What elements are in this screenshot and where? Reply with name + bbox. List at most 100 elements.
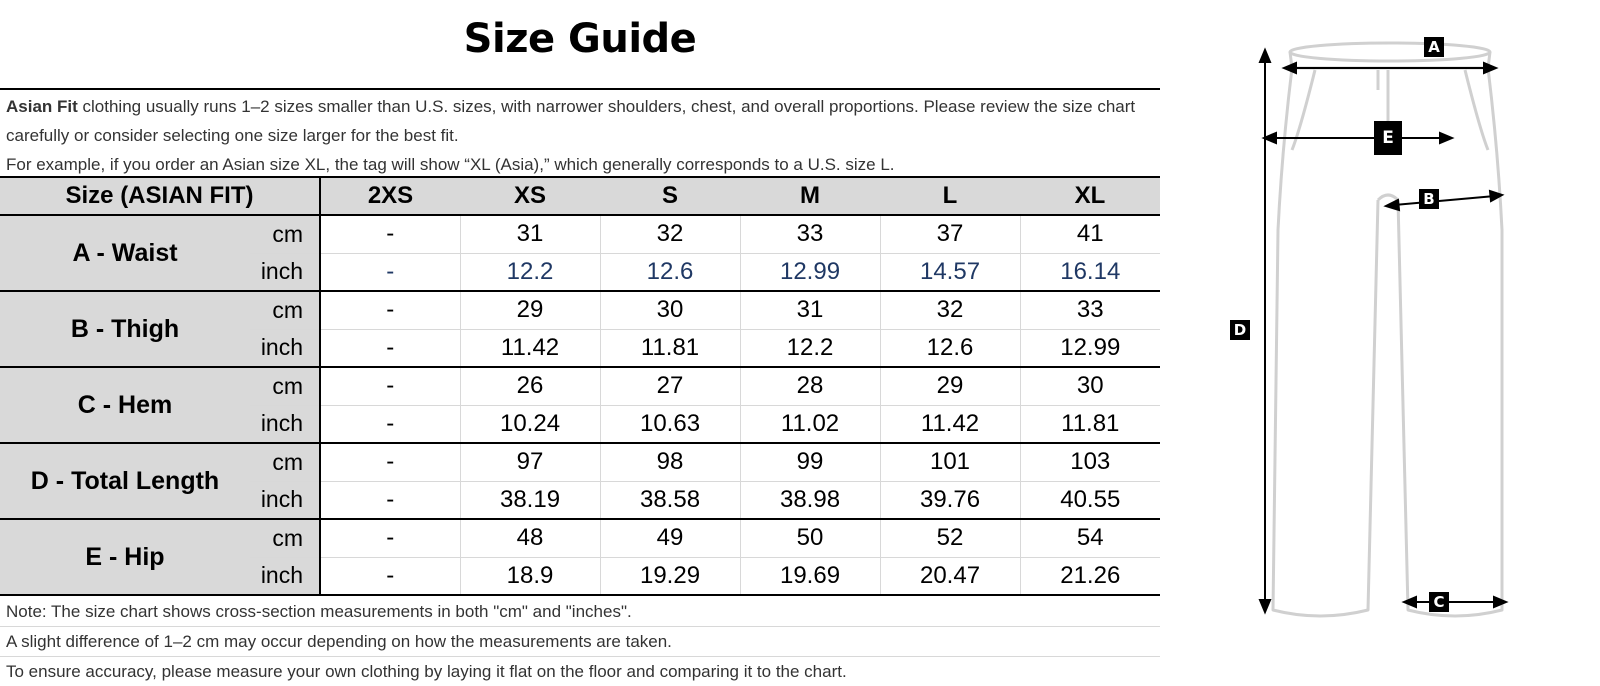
table-cell: 29 [459,291,601,330]
unit-label: inch [250,481,321,520]
table-cell: 97 [459,443,601,482]
table-cell: 32 [599,215,741,254]
size-header-row: Size (ASIAN FIT) 2XS XS S M L XL [0,176,1161,216]
table-cell: 30 [599,291,741,330]
table-cell: 48 [459,519,601,558]
table-cell: - [319,557,461,596]
table-cell: - [319,329,461,368]
unit-label: cm [250,215,321,254]
table-row: inch -12.2 12.6 12.99 14.57 16.14 [0,253,1161,292]
measure-label: E - Hip [0,519,250,596]
table-cell: 10.63 [599,405,741,444]
unit-label: inch [250,329,321,368]
table-cell: 14.57 [879,253,1021,292]
table-cell: 33 [1019,291,1161,330]
unit-label: cm [250,443,321,482]
table-cell: 30 [1019,367,1161,406]
measure-label: B - Thigh [0,291,250,368]
unit-label: cm [250,519,321,558]
table-cell: 12.6 [879,329,1021,368]
table-row: inch -18.9 19.29 19.69 20.47 21.26 [0,557,1161,596]
table-cell: 11.81 [599,329,741,368]
table-row: inch -10.24 10.63 11.02 11.42 11.81 [0,405,1161,444]
table-row: D - Total Length cm -97 98 99 101 103 [0,443,1161,520]
table-cell: 32 [879,291,1021,330]
note-line: A slight difference of 1–2 cm may occur … [0,627,1160,657]
table-cell: 31 [459,215,601,254]
size-col-xl: XL [1020,176,1161,216]
unit-label: cm [250,367,321,406]
measure-label: C - Hem [0,367,250,444]
table-row: inch -38.19 38.58 38.98 39.76 40.55 [0,481,1161,520]
size-col-m: M [740,176,881,216]
unit-label: inch [250,253,321,292]
intro-line-2: For example, if you order an Asian size … [6,155,895,174]
table-row: C - Hem cm -26 27 28 29 30 [0,367,1161,444]
table-cell: 98 [599,443,741,482]
table-cell: 12.2 [739,329,881,368]
page-title: Size Guide [463,16,697,62]
table-cell: 40.55 [1019,481,1161,520]
table-cell: 29 [879,367,1021,406]
asian-fit-label: Asian Fit [6,97,78,116]
table-cell: 26 [459,367,601,406]
size-header-label: Size (ASIAN FIT) [0,176,321,216]
table-cell: 19.29 [599,557,741,596]
intro-line-1: clothing usually runs 1–2 sizes smaller … [6,97,1136,145]
table-cell: 99 [739,443,881,482]
table-cell: - [319,519,461,558]
unit-label: inch [250,557,321,596]
table-cell: 19.69 [739,557,881,596]
table-cell: 11.42 [459,329,601,368]
measure-label: A - Waist [0,215,250,292]
size-table: Size (ASIAN FIT) 2XS XS S M L XL A - Wai… [0,176,1161,596]
table-cell: - [319,443,461,482]
intro-text: Asian Fit clothing usually runs 1–2 size… [0,88,1160,179]
table-cell: 37 [879,215,1021,254]
table-cell: 101 [879,443,1021,482]
unit-label: cm [250,291,321,330]
table-cell: - [319,405,461,444]
table-cell: 12.99 [739,253,881,292]
table-cell: 16.14 [1019,253,1161,292]
note-line: Note: The size chart shows cross-section… [0,597,1160,627]
table-cell: 20.47 [879,557,1021,596]
table-cell: 18.9 [459,557,601,596]
table-cell: 54 [1019,519,1161,558]
table-cell: 49 [599,519,741,558]
table-cell: 11.02 [739,405,881,444]
size-col-s: S [600,176,741,216]
size-col-l: L [880,176,1021,216]
table-cell: 31 [739,291,881,330]
table-cell: 38.58 [599,481,741,520]
table-cell: 27 [599,367,741,406]
table-cell: 10.24 [459,405,601,444]
unit-label: inch [250,405,321,444]
table-cell: 38.19 [459,481,601,520]
table-row: A - Waist cm -31 32 33 37 41 [0,215,1161,292]
label-a: A [1424,37,1444,57]
table-cell: 41 [1019,215,1161,254]
label-b: B [1419,189,1439,209]
table-cell: - [319,215,461,254]
table-cell: 12.99 [1019,329,1161,368]
table-cell: 21.26 [1019,557,1161,596]
table-cell: 39.76 [879,481,1021,520]
table-cell: 33 [739,215,881,254]
table-row: B - Thigh cm -29 30 31 32 33 [0,291,1161,368]
pants-outline-svg [1258,41,1509,618]
measure-label: D - Total Length [0,443,250,520]
table-row: E - Hip cm -48 49 50 52 54 [0,519,1161,596]
table-cell: 11.81 [1019,405,1161,444]
table-cell: 52 [879,519,1021,558]
table-row: inch -11.42 11.81 12.2 12.6 12.99 [0,329,1161,368]
table-cell: - [319,291,461,330]
notes: Note: The size chart shows cross-section… [0,597,1160,686]
table-cell: - [319,367,461,406]
size-col-xs: XS [460,176,601,216]
table-cell: - [319,253,461,292]
pants-diagram: A E B D C [1230,30,1540,640]
table-cell: 12.6 [599,253,741,292]
table-cell: 50 [739,519,881,558]
table-cell: 103 [1019,443,1161,482]
